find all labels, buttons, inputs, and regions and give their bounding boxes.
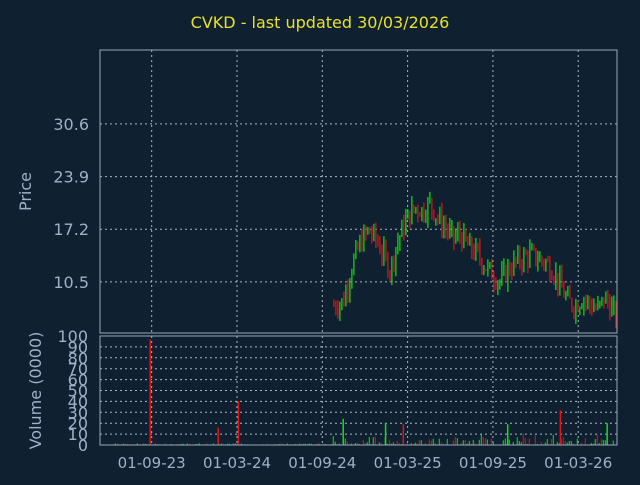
volume-axis-title: Volume (0000)	[26, 332, 45, 450]
volume-tick-label: 70	[68, 360, 88, 379]
x-tick-label: 01-09-24	[288, 454, 356, 472]
x-tick-label: 01-03-26	[544, 454, 612, 472]
volume-tick-label: 60	[68, 371, 88, 390]
volume-tick-label: 10	[68, 425, 88, 444]
price-tick-label: 17.2	[53, 220, 89, 239]
x-tick-label: 01-03-24	[203, 454, 271, 472]
volume-tick-label: 30	[68, 403, 88, 422]
price-panel-frame	[99, 49, 618, 334]
x-tick-label: 01-09-25	[459, 454, 527, 472]
x-tick-label: 01-09-23	[118, 454, 186, 472]
volume-tick-label: 50	[68, 382, 88, 401]
price-axis-title: Price	[16, 172, 35, 211]
grid-layer	[100, 50, 617, 446]
price-tick-label: 10.5	[53, 273, 89, 292]
x-tick-label: 01-03-25	[374, 454, 442, 472]
price-tick-label: 23.9	[53, 168, 89, 187]
frame-layer	[99, 49, 618, 446]
volume-tick-label: 40	[68, 392, 88, 411]
volume-tick-label: 100	[57, 327, 88, 346]
data-layer	[114, 191, 617, 445]
volume-tick-label: 80	[68, 349, 88, 368]
volume-tick-label: 0	[78, 436, 88, 455]
volume-panel-frame	[99, 335, 618, 446]
volume-tick-label: 20	[68, 414, 88, 433]
volume-tick-label: 90	[68, 338, 88, 357]
chart-title: CVKD - last updated 30/03/2026	[190, 13, 450, 32]
price-tick-label: 30.6	[53, 115, 89, 134]
